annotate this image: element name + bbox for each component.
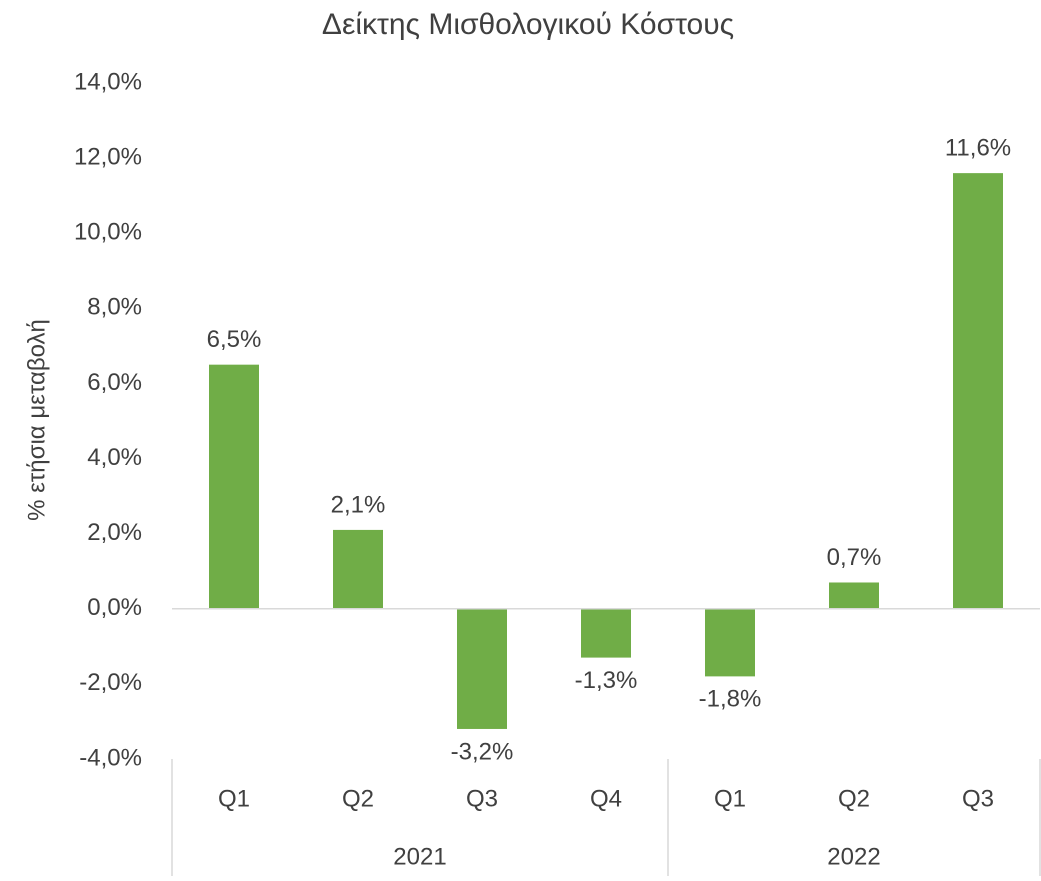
group-label: 2021 [393, 843, 446, 870]
value-label: 2,1% [331, 491, 386, 518]
bar [209, 364, 259, 609]
y-tick-label: 14,0% [74, 68, 142, 95]
y-tick-label: 6,0% [87, 369, 142, 396]
value-label: 0,7% [827, 544, 882, 571]
y-tick-label: -4,0% [79, 744, 142, 771]
y-axis-title: % ετήσια μεταβολή [23, 319, 50, 521]
bar [829, 582, 879, 609]
chart-title: Δείκτης Μισθολογικού Κόστους [322, 8, 734, 41]
value-label: -3,2% [451, 738, 514, 765]
x-tick-label: Q2 [342, 785, 374, 812]
value-label: -1,8% [699, 686, 762, 713]
bar [457, 608, 507, 729]
y-tick-label: 2,0% [87, 519, 142, 546]
x-tick-label: Q2 [838, 785, 870, 812]
bar [581, 608, 631, 658]
y-tick-label: 8,0% [87, 294, 142, 321]
value-label: -1,3% [575, 667, 638, 694]
x-tick-label: Q4 [590, 785, 622, 812]
x-tick-label: Q3 [962, 785, 994, 812]
y-tick-label: 10,0% [74, 219, 142, 246]
bar [953, 173, 1003, 609]
y-tick-label: -2,0% [79, 669, 142, 696]
x-tick-label: Q3 [466, 785, 498, 812]
y-tick-label: 12,0% [74, 143, 142, 170]
value-label: 6,5% [207, 326, 262, 353]
x-tick-label: Q1 [218, 785, 250, 812]
value-label: 11,6% [945, 134, 1011, 161]
bar [705, 608, 755, 677]
y-tick-label: 4,0% [87, 444, 142, 471]
group-label: 2022 [827, 843, 880, 870]
bar [333, 529, 383, 609]
y-tick-label: 0,0% [87, 594, 142, 621]
x-tick-label: Q1 [714, 785, 746, 812]
